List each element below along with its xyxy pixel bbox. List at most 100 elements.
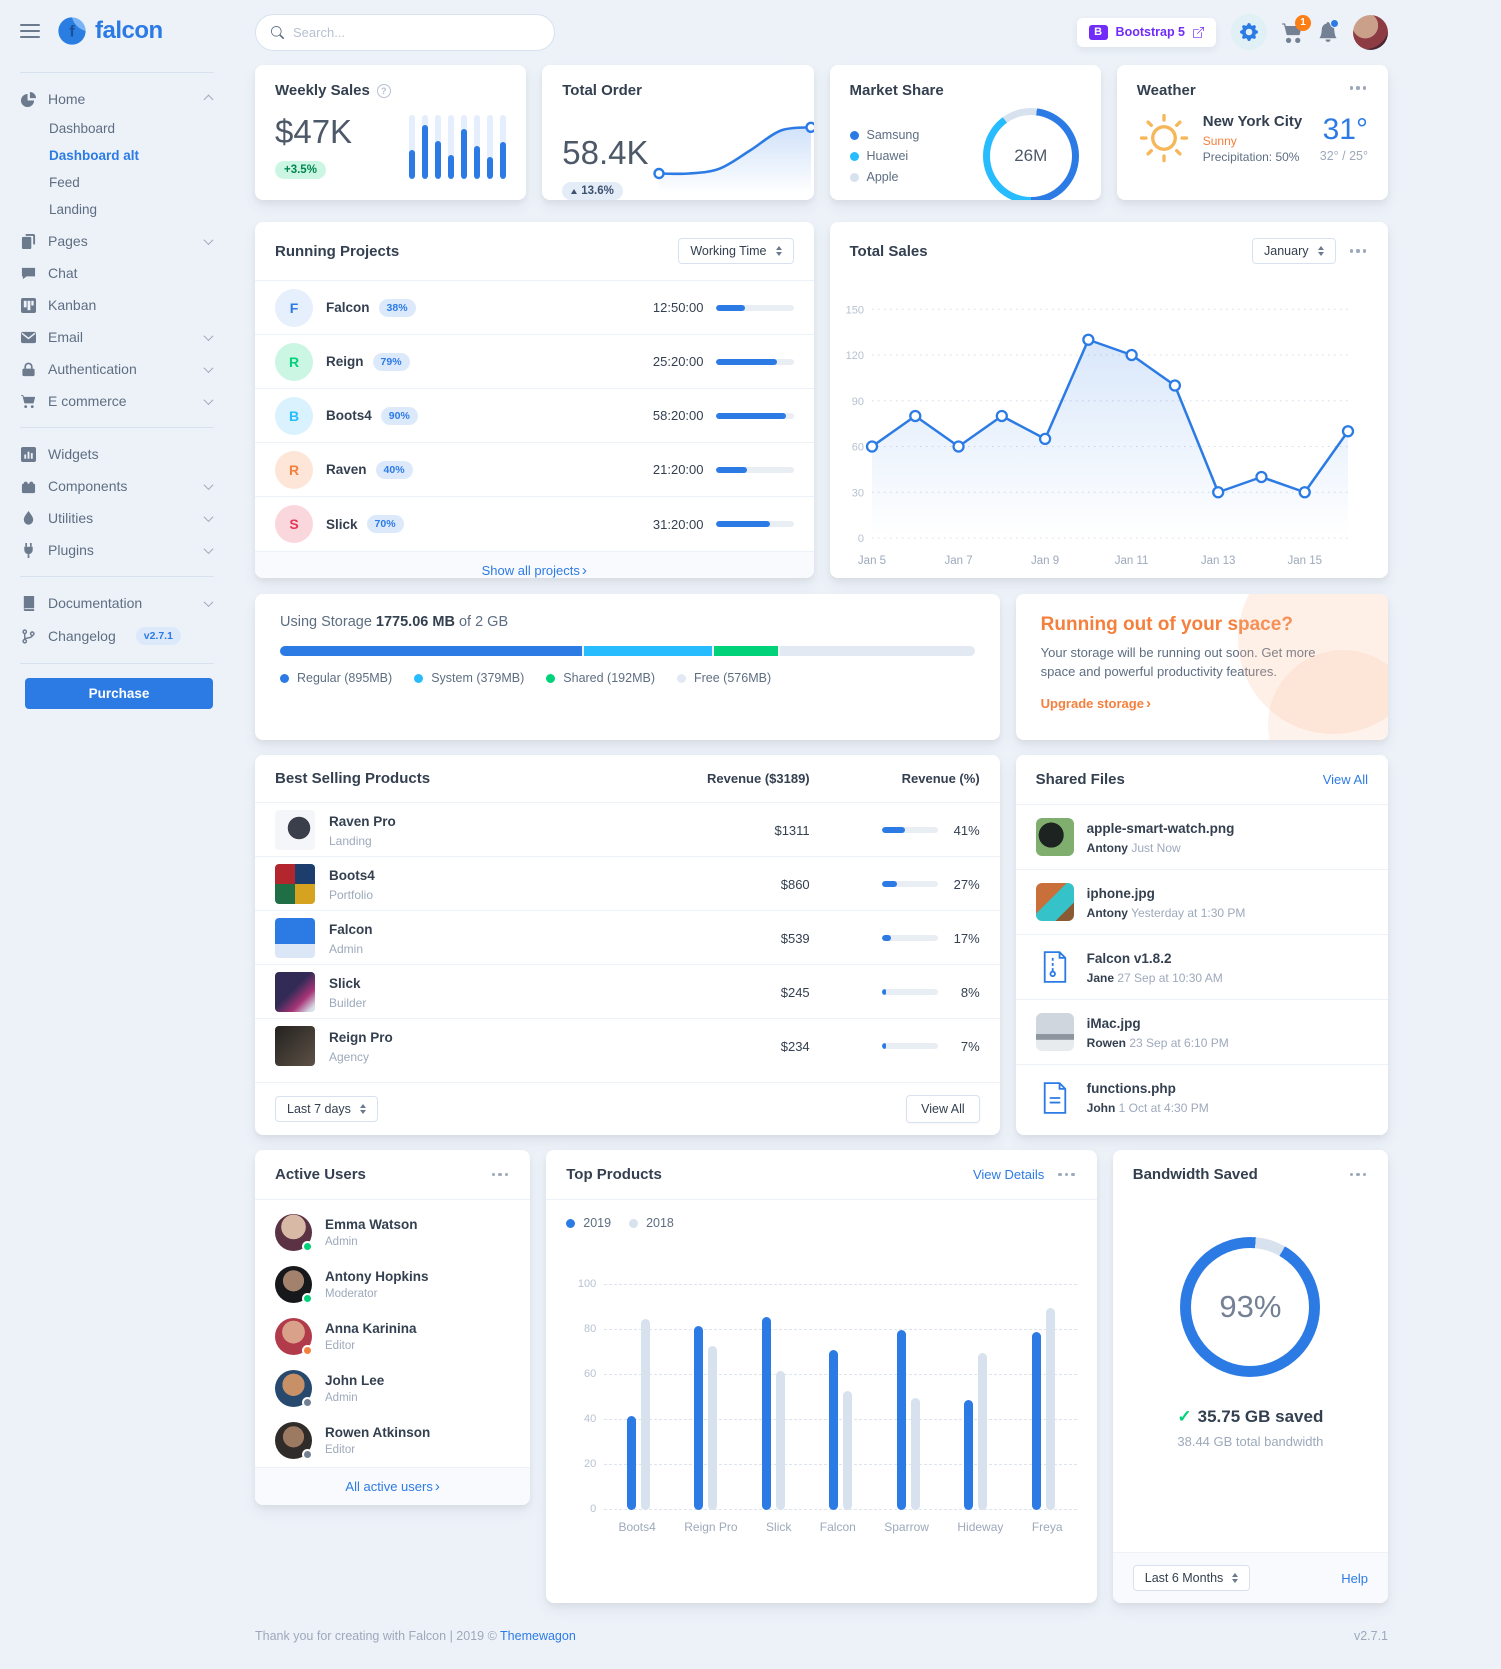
product-name[interactable]: Reign Pro xyxy=(329,1029,393,1045)
sidebar-item-components[interactable]: Components xyxy=(20,470,218,502)
product-name[interactable]: Slick xyxy=(329,975,361,991)
view-all-button[interactable]: View All xyxy=(906,1095,980,1123)
file-name[interactable]: iphone.jpg xyxy=(1086,885,1155,901)
show-all-projects-link[interactable]: Show all projects › xyxy=(481,562,587,578)
purchase-button[interactable]: Purchase xyxy=(25,678,213,709)
status-dot xyxy=(302,1344,313,1356)
view-details-link[interactable]: View Details xyxy=(972,1167,1045,1182)
file-name[interactable]: iMac.jpg xyxy=(1086,1015,1141,1031)
sidebar-item-documentation[interactable]: Documentation xyxy=(20,587,218,619)
user-name[interactable]: Anna Karinina xyxy=(325,1321,417,1336)
user-row[interactable]: Emma Watson Admin xyxy=(255,1206,530,1258)
product-row[interactable]: Falcon Admin $539 17% xyxy=(255,911,1000,965)
sidebar-item-home[interactable]: Home xyxy=(20,83,218,115)
sidebar-item-kanban[interactable]: Kanban xyxy=(20,289,218,321)
user-name[interactable]: Rowen Atkinson xyxy=(325,1425,431,1440)
notifications-button[interactable] xyxy=(1318,19,1339,42)
product-row[interactable]: Raven Pro Landing $1311 41% xyxy=(255,803,1000,857)
more-options-icon[interactable] xyxy=(490,1169,511,1181)
user-name[interactable]: Emma Watson xyxy=(325,1217,418,1232)
legend-dot xyxy=(566,1218,576,1228)
project-row[interactable]: F Falcon 38% 12:50:00 xyxy=(255,281,814,335)
product-row[interactable]: Slick Builder $245 8% xyxy=(255,965,1000,1019)
more-options-icon[interactable] xyxy=(1348,1169,1369,1181)
product-name[interactable]: Falcon xyxy=(329,921,373,937)
project-row[interactable]: R Reign 79% 25:20:00 xyxy=(255,335,814,389)
file-name[interactable]: functions.php xyxy=(1086,1081,1176,1096)
sidebar-item-plugins[interactable]: Plugins xyxy=(20,534,218,566)
sidebar-item-authentication[interactable]: Authentication xyxy=(20,353,218,385)
user-row[interactable]: John Lee Admin xyxy=(255,1362,530,1414)
date-range-select[interactable]: Last 7 days xyxy=(275,1096,378,1122)
view-all-link[interactable]: View All xyxy=(1322,772,1368,787)
sidebar-item-feed[interactable]: Feed xyxy=(49,175,80,190)
sidebar-item-chat[interactable]: Chat xyxy=(20,257,218,289)
search-input[interactable] xyxy=(293,24,539,40)
sidebar-item-ecommerce[interactable]: E commerce xyxy=(20,385,218,417)
working-time-select[interactable]: Working Time xyxy=(678,238,794,264)
help-circle-icon[interactable]: ? xyxy=(376,83,391,98)
sidebar-item-email[interactable]: Email xyxy=(20,321,218,353)
project-name[interactable]: Reign xyxy=(326,354,364,369)
main-content: B Bootstrap 5 1 xyxy=(255,0,1388,1667)
product-name[interactable]: Raven Pro xyxy=(329,813,396,829)
user-name[interactable]: Antony Hopkins xyxy=(325,1269,429,1284)
bandwidth-percent: 93% xyxy=(1219,1289,1282,1324)
shared-file-row[interactable]: apple-smart-watch.png Antony Just Now xyxy=(1015,805,1388,870)
user-row[interactable]: Rowen Atkinson Editor xyxy=(255,1414,530,1466)
sidebar-item-widgets[interactable]: Widgets xyxy=(20,438,218,470)
sidebar: f falcon Home Dashboard Dashboard alt Fe… xyxy=(0,0,232,709)
project-row[interactable]: B Boots4 90% 58:20:00 xyxy=(255,389,814,443)
user-row[interactable]: Antony Hopkins Moderator xyxy=(255,1258,530,1310)
all-active-users-link[interactable]: All active users › xyxy=(345,1478,440,1495)
book-icon xyxy=(20,595,36,611)
month-select[interactable]: January xyxy=(1252,238,1336,264)
product-name[interactable]: Boots4 xyxy=(329,867,375,883)
more-options-icon[interactable] xyxy=(1348,82,1369,94)
card-title: Shared Files xyxy=(1035,771,1125,788)
sidebar-item-utilities[interactable]: Utilities xyxy=(20,502,218,534)
sidebar-item-changelog[interactable]: Changelog v2.7.1 xyxy=(20,619,218,653)
project-name[interactable]: Boots4 xyxy=(326,408,372,423)
shared-file-row[interactable]: iphone.jpg Antony Yesterday at 1:30 PM xyxy=(1015,870,1388,935)
project-name[interactable]: Raven xyxy=(326,462,367,477)
shared-file-row[interactable]: Falcon v1.8.2 Jane 27 Sep at 10:30 AM xyxy=(1015,935,1388,1000)
sidebar-item-landing[interactable]: Landing xyxy=(49,202,98,217)
sidebar-item-dashboard[interactable]: Dashboard xyxy=(49,121,116,136)
more-options-icon[interactable] xyxy=(1056,1169,1077,1181)
themewagon-link[interactable]: Themewagon xyxy=(500,1629,576,1643)
sidebar-item-dashboard-alt[interactable]: Dashboard alt xyxy=(49,148,140,163)
file-name[interactable]: apple-smart-watch.png xyxy=(1086,820,1235,836)
shared-file-row[interactable]: iMac.jpg Rowen 23 Sep at 6:10 PM xyxy=(1015,1000,1388,1065)
user-row[interactable]: Anna Karinina Editor xyxy=(255,1310,530,1362)
product-row[interactable]: Reign Pro Agency $234 7% xyxy=(255,1019,1000,1073)
cart-button[interactable]: 1 xyxy=(1282,14,1311,43)
more-options-icon[interactable] xyxy=(1348,245,1369,257)
settings-button[interactable] xyxy=(1231,14,1267,50)
status-dot xyxy=(302,1292,313,1304)
bootstrap-5-badge[interactable]: B Bootstrap 5 xyxy=(1076,17,1216,47)
legend-item: Regular (895MB) xyxy=(280,671,392,685)
project-row[interactable]: S Slick 70% 31:20:00 xyxy=(255,497,814,551)
help-link[interactable]: Help xyxy=(1341,1570,1368,1586)
weather-range: 32° / 25° xyxy=(1319,149,1368,163)
period-select[interactable]: Last 6 Months xyxy=(1132,1565,1251,1591)
hamburger-menu-icon[interactable] xyxy=(20,24,40,38)
search-bar[interactable] xyxy=(255,13,555,51)
project-name[interactable]: Falcon xyxy=(326,300,370,315)
project-name[interactable]: Slick xyxy=(326,516,358,532)
chevron-down-icon xyxy=(203,479,214,490)
shared-file-row[interactable]: functions.php John 1 Oct at 4:30 PM xyxy=(1016,1065,1388,1130)
product-row[interactable]: Boots4 Portfolio $860 27% xyxy=(255,857,1000,911)
sidebar-item-label: Utilities xyxy=(48,510,94,526)
file-name[interactable]: Falcon v1.8.2 xyxy=(1086,950,1172,966)
project-row[interactable]: R Raven 40% 21:20:00 xyxy=(255,443,814,497)
upgrade-storage-link[interactable]: Upgrade storage › xyxy=(1040,694,1151,712)
user-avatar[interactable] xyxy=(1353,14,1388,50)
sidebar-item-pages[interactable]: Pages xyxy=(20,225,218,257)
caret-up-icon xyxy=(571,188,578,194)
product-category: Agency xyxy=(329,1049,370,1064)
falcon-logo[interactable]: f falcon xyxy=(56,15,163,47)
user-name[interactable]: John Lee xyxy=(325,1373,385,1388)
best-selling-products-card: Best Selling Products Revenue ($3189) Re… xyxy=(255,755,1000,1135)
